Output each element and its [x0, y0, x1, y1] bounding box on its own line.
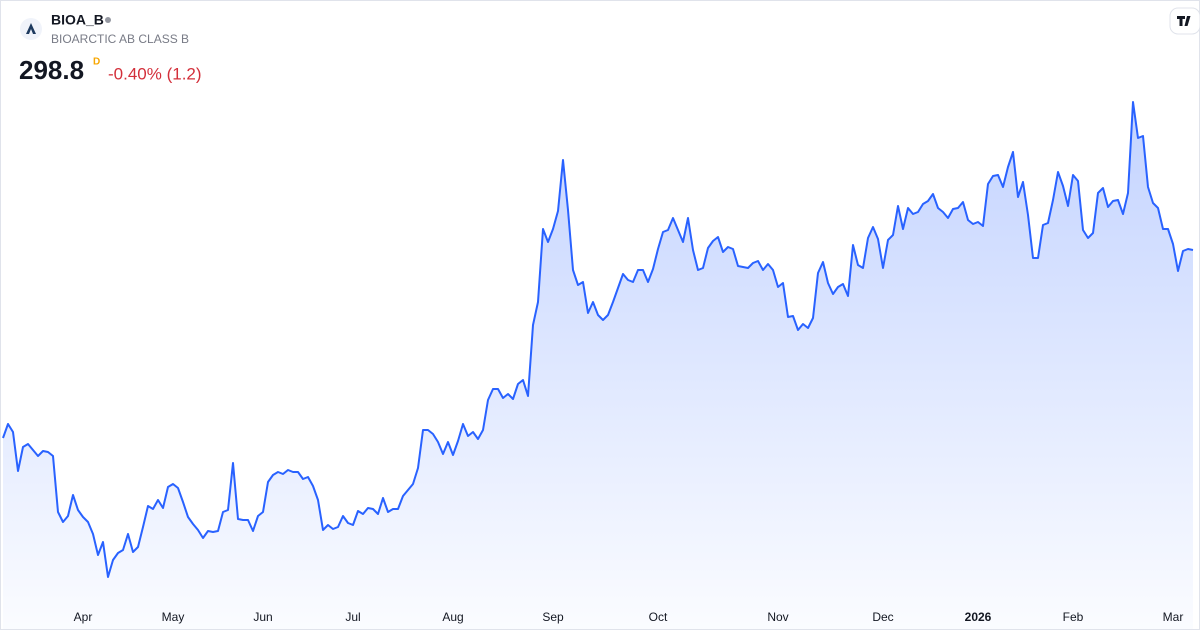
x-tick-label: Mar — [1163, 610, 1184, 624]
x-tick-label: Apr — [74, 610, 93, 624]
area-fill — [3, 102, 1193, 629]
status-dot — [105, 17, 111, 23]
x-tick-label: 2026 — [965, 610, 992, 624]
change: -0.40% (1.2) — [108, 64, 202, 83]
x-tick-label: Aug — [442, 610, 463, 624]
x-tick-label: Feb — [1063, 610, 1084, 624]
x-tick-label: Nov — [767, 610, 788, 624]
x-tick-label: Jun — [253, 610, 272, 624]
x-tick-label: May — [162, 610, 185, 624]
x-tick-label: Jul — [345, 610, 360, 624]
logo-mark — [26, 23, 36, 34]
tv-logo-box[interactable] — [1169, 7, 1200, 35]
x-tick-label: Sep — [542, 610, 564, 624]
plot — [2, 101, 1194, 629]
x-tick-label: Oct — [649, 610, 668, 624]
interval: D — [93, 57, 100, 68]
tv-logo[interactable] — [1177, 16, 1191, 26]
symbol: BIOA_B — [51, 12, 104, 28]
subtitle: BIOARCTIC AB CLASS B — [51, 32, 189, 46]
x-tick-label: Dec — [872, 610, 893, 624]
price: 298.8 — [19, 55, 84, 85]
price-line — [2, 101, 1194, 578]
